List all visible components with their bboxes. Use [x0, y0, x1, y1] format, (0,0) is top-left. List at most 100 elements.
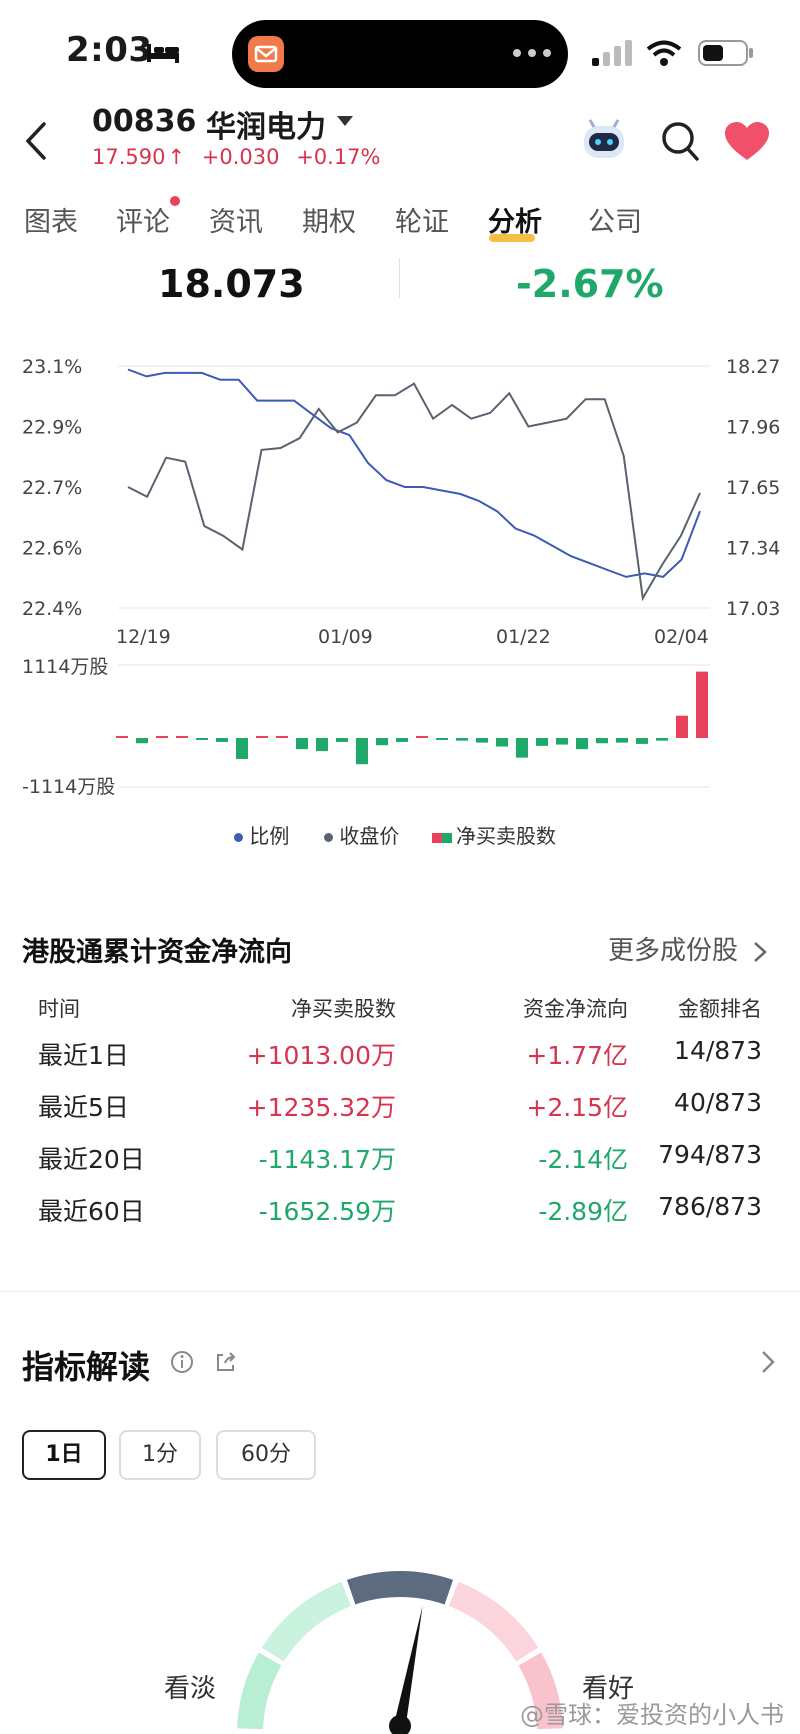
y-left-tick: 22.7%	[22, 477, 82, 499]
col-header-rank: 金额排名	[678, 997, 762, 1021]
segment-60min[interactable]: 60分	[216, 1430, 316, 1480]
net-bar	[256, 736, 268, 738]
y-left-tick: 22.9%	[22, 417, 82, 439]
flow-section-title: 港股通累计资金净流向	[22, 937, 292, 968]
legend-close: 收盘价	[324, 820, 399, 849]
tab-analysis[interactable]: 分析	[488, 207, 542, 238]
price-change: +0.030	[201, 145, 280, 169]
net-bar	[576, 738, 588, 750]
back-icon[interactable]	[22, 120, 50, 162]
gauge-pivot	[389, 1715, 411, 1734]
series-line-close	[127, 382, 701, 602]
stock-code: 00836	[92, 104, 197, 139]
net-bar	[636, 738, 648, 744]
gauge-bullish-label: 看好	[582, 1674, 635, 1704]
battery-icon	[698, 40, 753, 66]
tab-news[interactable]: 资讯	[209, 207, 263, 238]
tab-bar: 图表 评论 资讯 期权 轮证 分析 公司	[0, 196, 800, 246]
stock-name[interactable]: 华润电力	[206, 110, 326, 145]
y-right-tick: 17.03	[726, 598, 780, 620]
y-right-tick: 17.65	[726, 477, 780, 499]
row-net-shares: -1652.59万	[258, 1197, 396, 1226]
tab-warrants[interactable]: 轮证	[395, 207, 449, 238]
y-right-tick: 18.27	[726, 356, 780, 378]
col-header-flow: 资金净流向	[523, 997, 628, 1021]
chevron-right-icon[interactable]	[760, 1350, 776, 1374]
gauge-arc-bearish	[261, 1581, 352, 1662]
more-constituents-link[interactable]: 更多成份股	[608, 930, 768, 967]
section-divider	[0, 1291, 800, 1292]
row-net-flow: +2.15亿	[526, 1093, 628, 1122]
row-rank: 14/873	[674, 1036, 762, 1065]
gauge-arc-bullish	[448, 1581, 539, 1662]
net-bar	[196, 738, 208, 740]
series-line-ratio	[127, 368, 701, 578]
share-icon[interactable]	[214, 1350, 238, 1374]
legend-ratio: 比例	[234, 820, 289, 849]
gauge-needle	[394, 1605, 423, 1724]
mail-app-icon[interactable]	[248, 36, 284, 72]
net-bar	[496, 738, 508, 747]
more-dots-icon	[513, 49, 551, 57]
x-tick: 01/09	[318, 626, 373, 648]
net-bar	[216, 738, 228, 742]
net-bar	[316, 738, 328, 752]
tab-comments[interactable]: 评论	[116, 207, 170, 238]
row-period: 最近60日	[38, 1197, 145, 1226]
row-net-shares: +1013.00万	[246, 1041, 396, 1070]
net-bar	[376, 738, 388, 746]
tab-chart[interactable]: 图表	[24, 207, 78, 238]
net-bar	[516, 738, 528, 758]
price-change-pct: +0.17%	[296, 145, 381, 169]
gauge-arc-neutral	[346, 1571, 454, 1605]
net-bar	[476, 738, 488, 743]
row-rank: 786/873	[658, 1192, 762, 1221]
summary-right-value: -2.67%	[516, 262, 664, 306]
net-bar	[416, 736, 428, 738]
favorite-heart-icon[interactable]	[724, 122, 770, 162]
y-left-tick: 22.6%	[22, 538, 82, 560]
legend-ratio-label: 比例	[249, 824, 290, 848]
gauge-arc-bullish-outer	[518, 1652, 563, 1730]
tab-options[interactable]: 期权	[302, 207, 356, 238]
legend-ratio-dot	[234, 833, 243, 842]
signal-icon	[592, 40, 632, 66]
row-rank: 794/873	[658, 1140, 762, 1169]
tab-company[interactable]: 公司	[588, 207, 642, 238]
row-net-shares: -1143.17万	[258, 1145, 396, 1174]
net-bar	[296, 738, 308, 750]
more-constituents-label: 更多成份股	[608, 936, 739, 966]
info-icon[interactable]	[170, 1350, 194, 1374]
unread-dot	[170, 196, 180, 206]
legend-net-green	[442, 832, 452, 843]
segment-1min[interactable]: 1分	[119, 1430, 201, 1480]
net-bar	[616, 738, 628, 743]
legend-close-label: 收盘价	[339, 824, 400, 848]
legend-net-label: 净买卖股数	[456, 824, 556, 848]
net-bar	[356, 738, 368, 765]
search-icon[interactable]	[660, 120, 700, 164]
holding-ratio-chart[interactable]: 23.1% 22.9% 22.7% 22.6% 22.4% 18.27 17.96 17.65…	[0, 340, 800, 800]
row-period: 最近5日	[38, 1093, 129, 1122]
active-tab-underline	[489, 234, 535, 242]
dropdown-icon[interactable]	[336, 114, 354, 128]
net-bar	[136, 738, 148, 744]
chevron-right-icon	[754, 941, 768, 962]
y-left-tick: 22.4%	[22, 598, 82, 620]
net-bar	[336, 738, 348, 742]
legend-net-red	[432, 832, 442, 843]
arrow-up-icon: ↑	[167, 145, 186, 169]
row-rank: 40/873	[674, 1088, 762, 1117]
net-bar	[676, 715, 688, 738]
status-time: 2:03	[66, 30, 153, 70]
y-right-tick: 17.96	[726, 417, 780, 439]
bed-icon	[147, 44, 179, 63]
y-left-tick: 23.1%	[22, 356, 82, 378]
wifi-icon	[646, 40, 682, 66]
x-tick: 12/19	[116, 626, 171, 648]
segment-1d[interactable]: 1日	[22, 1430, 106, 1480]
net-bar	[456, 738, 468, 741]
net-bar	[556, 738, 568, 745]
row-net-shares: +1235.32万	[246, 1093, 396, 1122]
robot-assistant-icon[interactable]	[578, 118, 630, 164]
